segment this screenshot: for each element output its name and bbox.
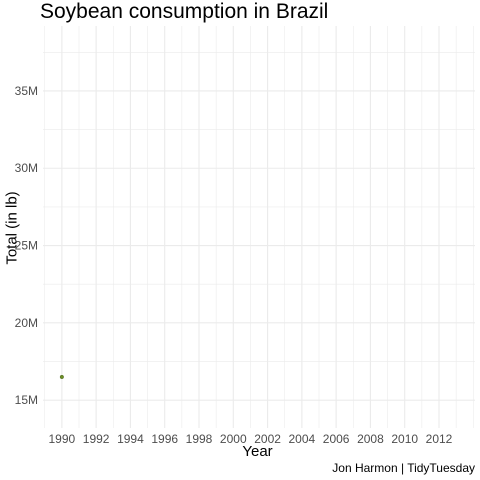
x-tick-label: 2008	[357, 432, 384, 446]
x-axis-ticks: 1990 1992 1994 1996 1998 2000 2002 2004 2006 2008…	[49, 432, 453, 446]
x-tick-label: 2012	[426, 432, 453, 446]
grid	[43, 26, 475, 428]
y-tick-label: 15M	[15, 393, 38, 407]
x-tick-label: 2000	[220, 432, 247, 446]
x-tick-label: 2006	[323, 432, 350, 446]
y-tick-label: 30M	[15, 161, 38, 175]
x-tick-label: 1994	[117, 432, 144, 446]
x-axis-label: Year	[242, 443, 273, 460]
x-tick-label: 2004	[289, 432, 316, 446]
data-point	[59, 374, 64, 380]
x-tick-label: 1990	[49, 432, 76, 446]
data-points	[59, 374, 64, 380]
x-tick-label: 2010	[391, 432, 418, 446]
chart-title: Soybean consumption in Brazil	[40, 0, 329, 23]
y-tick-label: 35M	[15, 84, 38, 98]
x-tick-label: 1996	[151, 432, 178, 446]
x-tick-label: 1992	[83, 432, 110, 446]
y-axis-label: Total (in lb)	[3, 191, 21, 265]
x-tick-label: 2002	[254, 432, 281, 446]
chart-caption: Jon Harmon | TidyTuesday	[332, 461, 475, 475]
x-tick-label: 1998	[186, 432, 213, 446]
y-tick-label: 20M	[15, 316, 38, 330]
y-axis-ticks: 15M 20M 25M 30M 35M	[15, 84, 38, 407]
y-tick-label: 25M	[15, 239, 38, 253]
